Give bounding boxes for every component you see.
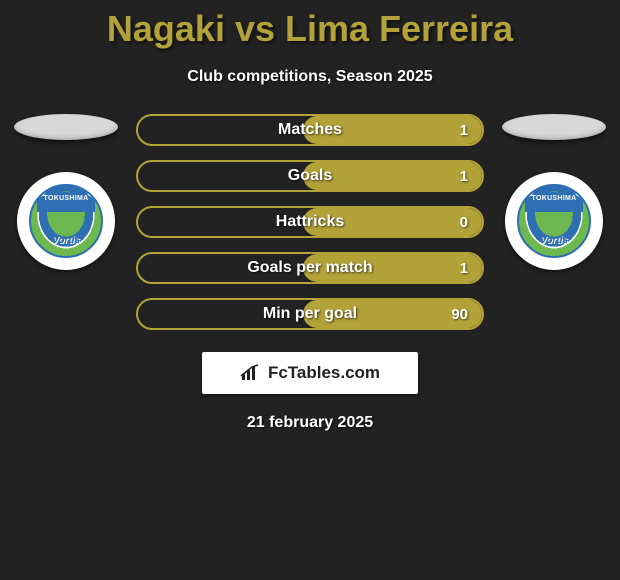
footer-date: 21 february 2025	[0, 414, 620, 432]
bar-chart-icon	[240, 364, 262, 382]
page-title: Nagaki vs Lima Ferreira	[0, 0, 620, 50]
club-crest-icon: TOKUSHIMA Vortis	[517, 184, 591, 258]
stat-label: Hattricks	[276, 213, 344, 231]
right-flag-placeholder	[502, 114, 606, 140]
stat-row-hattricks: Hattricks 0	[136, 206, 484, 238]
brand-box[interactable]: FcTables.com	[202, 352, 418, 394]
stat-value-right: 0	[460, 214, 468, 231]
stat-value-right: 90	[451, 306, 468, 323]
left-side: TOKUSHIMA Vortis	[6, 114, 126, 270]
right-crest: TOKUSHIMA Vortis	[505, 172, 603, 270]
stat-label: Goals per match	[247, 259, 372, 277]
left-flag-placeholder	[14, 114, 118, 140]
crest-sub: Vortis	[31, 235, 101, 246]
stat-left-fill	[138, 162, 303, 190]
stat-label: Min per goal	[263, 305, 357, 323]
crest-banner: TOKUSHIMA	[31, 195, 101, 202]
left-crest: TOKUSHIMA Vortis	[17, 172, 115, 270]
stat-value-right: 1	[460, 260, 468, 277]
brand-text: FcTables.com	[268, 363, 380, 383]
stat-row-matches: Matches 1	[136, 114, 484, 146]
club-crest-icon: TOKUSHIMA Vortis	[29, 184, 103, 258]
stats-list: Matches 1 Goals 1 Hattricks 0 Goals per …	[136, 114, 484, 330]
stat-label: Goals	[288, 167, 332, 185]
stat-row-min-per-goal: Min per goal 90	[136, 298, 484, 330]
subtitle: Club competitions, Season 2025	[0, 68, 620, 86]
main-layout: TOKUSHIMA Vortis Matches 1 Goals 1 Hattr…	[0, 114, 620, 330]
stat-row-goals: Goals 1	[136, 160, 484, 192]
right-side: TOKUSHIMA Vortis	[494, 114, 614, 270]
stat-label: Matches	[278, 121, 342, 139]
crest-banner: TOKUSHIMA	[519, 195, 589, 202]
stat-value-right: 1	[460, 168, 468, 185]
stat-value-right: 1	[460, 122, 468, 139]
crest-sub: Vortis	[519, 235, 589, 246]
stat-row-goals-per-match: Goals per match 1	[136, 252, 484, 284]
